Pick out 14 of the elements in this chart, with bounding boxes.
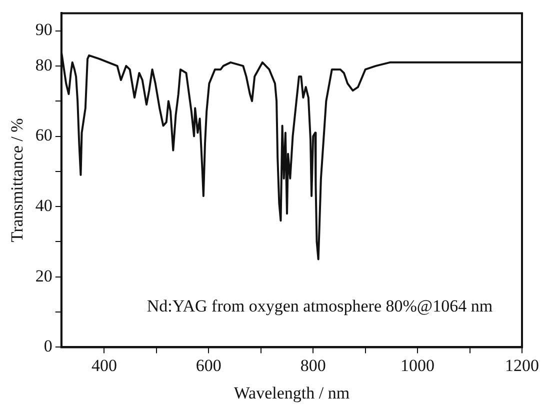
annotation: Nd:YAG from oxygen atmosphere 80%@1064 nm — [146, 296, 493, 316]
y-tick-label: 20 — [35, 266, 52, 286]
y-tick-label: 80 — [35, 55, 52, 74]
y-tick-label: 40 — [35, 196, 52, 216]
x-tick-label: 800 — [300, 356, 326, 375]
x-tick-label: 1000 — [400, 356, 435, 375]
y-tick-label: 0 — [44, 336, 52, 356]
x-tick-label: 400 — [91, 356, 117, 375]
y-axis-title: Transmittance / % — [8, 118, 27, 242]
x-tick-label: 600 — [196, 356, 222, 375]
x-axis-title: Wavelength / nm — [234, 383, 350, 402]
x-tick-label: 1200 — [505, 356, 539, 375]
y-tick-label: 60 — [35, 126, 52, 145]
y-tick-label: 90 — [35, 20, 52, 40]
